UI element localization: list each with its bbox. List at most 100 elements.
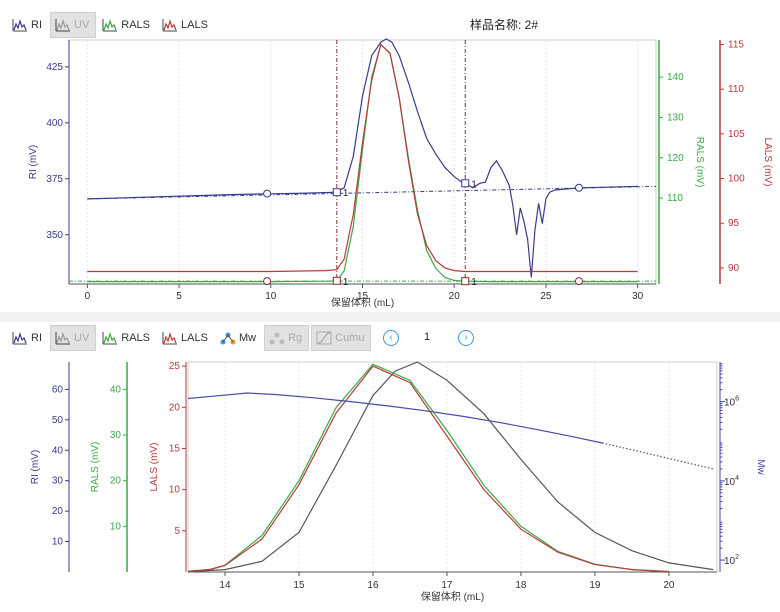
x-tick-label: 17: [441, 580, 453, 591]
ri-tick-label: 350: [46, 230, 63, 241]
chevron-left-icon: ‹: [389, 332, 393, 343]
ri-tick-label: 400: [46, 118, 63, 129]
bottom-toggle-cumu[interactable]: Cumu: [311, 325, 372, 351]
peak-limit-marker: [461, 179, 470, 188]
lals-axis-label: LALS (mV): [762, 138, 773, 187]
rals-axis-label: RALS (mV): [694, 137, 705, 188]
chevron-right-icon: ›: [464, 332, 468, 343]
top-toggle-label: RALS: [121, 19, 151, 31]
ri-tick-label: 50: [52, 415, 64, 426]
x-tick-label: 16: [367, 580, 379, 591]
rals-tick-label: 110: [667, 193, 683, 204]
ri-tick-label: 60: [52, 384, 64, 395]
baseline-marker: [574, 277, 583, 286]
overview-toolbar: RI UV RALS LALS: [8, 12, 214, 38]
lals-tick-label: 15: [169, 443, 181, 454]
x-tick-label: 25: [540, 291, 552, 302]
overview-chromatogram[interactable]: 0 5 10 15 20 25 30 保留体积 (mL) 350 375 400 425 RI (mV)…: [0, 0, 780, 312]
x-tick-label: 0: [85, 291, 91, 302]
mw-molecule-icon: [220, 332, 236, 345]
mw-tick-label: 102: [724, 554, 739, 567]
rg-molecule-icon: [269, 332, 285, 345]
rals-tick-label: 10: [110, 521, 122, 532]
lals-tick-label: 105: [728, 129, 745, 140]
bottom-toggle-label: UV: [74, 332, 90, 344]
ri-tick-label: 40: [52, 445, 64, 456]
bottom-toggle-label: Mw: [238, 332, 257, 344]
x-tick-label: 30: [632, 291, 644, 302]
mw-tick-label: 106: [724, 396, 739, 409]
series-lals-line: [87, 43, 638, 273]
bottom-toggle-mw[interactable]: Mw: [216, 325, 262, 351]
rals-tick-label: 120: [667, 153, 684, 164]
ri-tick-label: 30: [52, 476, 64, 487]
bottom-toggle-label: LALS: [181, 332, 208, 344]
x-tick-label: 20: [663, 580, 675, 591]
sample-name: 样品名称: 2#: [470, 18, 539, 32]
lals-tick-label: 100: [728, 174, 745, 185]
bottom-toggle-lals[interactable]: LALS: [158, 325, 214, 351]
peak-number-label: 1: [343, 277, 349, 288]
baseline-marker: [574, 183, 583, 192]
ri-axis-label: RI (mV): [28, 145, 39, 179]
peak-number-label: 1: [471, 277, 477, 288]
series-mw-line: [187, 392, 603, 444]
top-toggle-ri[interactable]: RI: [8, 12, 48, 38]
series-lals-line: [187, 365, 669, 573]
lals-trace-icon: [162, 331, 178, 345]
bottom-toggle-uv[interactable]: UV: [50, 325, 97, 351]
uv-trace-icon: [55, 18, 70, 32]
lals-tick-label: 20: [169, 402, 181, 413]
lals-tick-label: 10: [169, 485, 181, 496]
peak-limit-marker: [332, 188, 341, 197]
rals-axis-label: RALS (mV): [90, 442, 101, 493]
lals-tick-label: 5: [174, 526, 180, 537]
bottom-toggle-rg[interactable]: Rg: [264, 325, 310, 351]
ri-axis-label: RI (mV): [30, 450, 41, 484]
bottom-toggle-label: RI: [31, 332, 42, 344]
top-toggle-label: UV: [74, 19, 90, 31]
lals-tick-label: 90: [728, 263, 740, 274]
series-ri-line: [187, 361, 714, 573]
peak-limit-marker: [332, 276, 341, 285]
x-axis-label: 保留体积 (mL): [331, 296, 394, 309]
top-toggle-rals[interactable]: RALS: [98, 12, 156, 38]
ri-trace-icon: [12, 18, 27, 32]
ri-tick-label: 10: [52, 537, 64, 548]
x-tick-label: 10: [265, 291, 277, 302]
overview-chart-panel: RI UV RALS LALS 样品名称: 2# 0 5 10 15 20 25 30 保留体积 (…: [0, 0, 780, 312]
top-toggle-uv[interactable]: UV: [50, 12, 97, 38]
next-page-button[interactable]: ›: [458, 330, 474, 346]
detail-chart-panel: RI UV RALS LALS Mw Rg Cumu 14 15 16 17 18 19 20 保留体积 …: [0, 322, 780, 612]
series-mw-extrapolated-line: [602, 442, 714, 470]
ri-tick-label: 20: [52, 506, 64, 517]
baseline-marker: [263, 189, 272, 198]
lals-tick-label: 25: [169, 361, 181, 372]
top-toggle-label: LALS: [181, 19, 208, 31]
rals-tick-label: 40: [110, 384, 122, 395]
mw-axis-label: Mw: [755, 459, 766, 475]
lals-tick-label: 95: [728, 218, 740, 229]
lals-trace-icon: [162, 18, 178, 32]
prev-page-button[interactable]: ‹: [383, 330, 399, 346]
ri-tick-label: 375: [46, 174, 63, 185]
rals-trace-icon: [102, 18, 118, 32]
rals-tick-label: 30: [110, 430, 122, 441]
top-toggle-lals[interactable]: LALS: [158, 12, 214, 38]
rals-tick-label: 140: [667, 72, 684, 83]
x-tick-label: 20: [449, 291, 461, 302]
lals-tick-label: 110: [728, 84, 744, 95]
bottom-toggle-ri[interactable]: RI: [8, 325, 48, 351]
detail-toolbar: RI UV RALS LALS Mw Rg Cumu: [8, 325, 372, 351]
x-tick-label: 19: [589, 580, 601, 591]
rals-tick-label: 130: [667, 112, 684, 123]
cumu-curve-icon: [316, 331, 332, 345]
rals-tick-label: 20: [110, 476, 122, 487]
ri-tick-label: 425: [46, 62, 63, 73]
bottom-toggle-rals[interactable]: RALS: [98, 325, 156, 351]
peak-number-label: 1: [343, 188, 349, 199]
bottom-toggle-label: Cumu: [335, 332, 365, 344]
page-number: 1: [424, 331, 431, 343]
lals-tick-label: 115: [728, 39, 744, 50]
